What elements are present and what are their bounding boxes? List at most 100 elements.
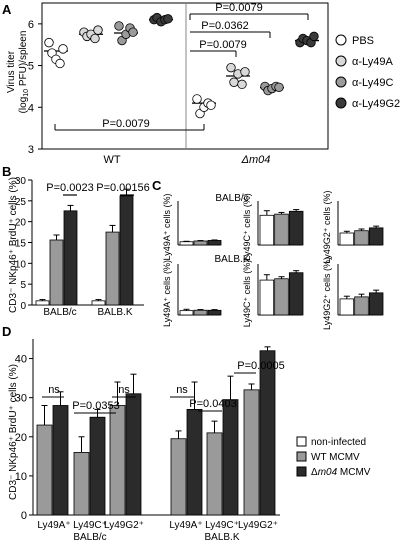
- c-bar: [368, 292, 384, 316]
- a-point: [237, 79, 247, 90]
- c-ylabel: Ly49C⁺ cells (%): [242, 193, 252, 260]
- b-cat-balbc: BALB/c: [43, 307, 76, 318]
- c-ylabel: Ly49A⁺ cells (%): [162, 260, 172, 327]
- c-bar: [288, 272, 304, 316]
- legend-ly49g2: α-Ly49G2: [352, 98, 400, 110]
- panel-a-ylabel: Virus titer: [6, 50, 17, 93]
- legend-swatch-ly49a: [335, 55, 347, 67]
- panel-b-bars: [35, 188, 134, 306]
- a-point: [114, 21, 124, 31]
- a-p-mid: P=0.0362: [201, 20, 248, 32]
- c-ylabel: Ly49A⁺ cells (%): [162, 194, 172, 261]
- a-p-low: P=0.0079: [199, 39, 246, 51]
- c-ylabel: Ly49G2⁺ cells (%): [322, 257, 332, 330]
- a-point: [58, 44, 68, 54]
- panel-b-ylabel: CD3⁻ NKp46⁺ BrdU⁺ cells (%): [8, 177, 19, 313]
- c-strain-balbc: BALB/c: [215, 193, 248, 204]
- d-bar: [222, 399, 239, 516]
- a-p-top: P=0.0079: [215, 2, 262, 14]
- a-point: [226, 62, 236, 73]
- d-ytick-label: 40: [15, 354, 27, 366]
- panel-d-bars: [36, 346, 276, 516]
- d-ns3: ns: [176, 384, 188, 396]
- panel-a-label: A: [2, 2, 12, 17]
- c-bar: [274, 278, 289, 316]
- b-ytick-label: 15: [15, 239, 27, 250]
- d-cat: Ly49A⁺: [169, 520, 202, 531]
- panel-d-axes: 0 10 20 30 40: [15, 339, 280, 522]
- panel-c-subplots: Ly49A⁺ cells (%) Ly49C⁺ cells (%) Ly49G2⁺ …: [162, 191, 384, 330]
- panel-d-legend: non-infected WT MCMV Δm04 MCMV: [296, 436, 371, 478]
- panel-d-categories: Ly49A⁺ Ly49C⁺ Ly49G2⁺ Ly49A⁺ Ly49C⁺ Ly49…: [37, 520, 278, 543]
- b-bar: [35, 300, 50, 306]
- a-point: [274, 82, 284, 92]
- c-bar: [339, 298, 355, 316]
- c-bar: [354, 296, 369, 316]
- a-point: [163, 14, 173, 24]
- a-point: [44, 37, 54, 48]
- d-ytick-label: 10: [15, 471, 27, 483]
- legend-ly49a: α-Ly49A: [352, 56, 393, 68]
- c-bar: [193, 240, 208, 246]
- b-ytick-label: 25: [15, 197, 27, 208]
- a-ytick-label: 3: [28, 144, 34, 156]
- c-ylabel: Ly49G2⁺ cells (%): [322, 191, 332, 264]
- legend-ly49c: α-Ly49C: [352, 77, 393, 89]
- d-bar: [206, 432, 223, 516]
- d-bar: [170, 438, 187, 516]
- d-cat: Ly49G2⁺: [104, 520, 144, 531]
- b-p2: P=0.00156: [96, 182, 150, 194]
- d-bar: [52, 405, 69, 516]
- panel-d-significance: ns P=0.0353 ns ns P=0.0403 P=0.0005: [42, 360, 285, 414]
- b-p1: P=0.0023: [46, 182, 93, 194]
- c-bar: [259, 279, 275, 316]
- d-p1: P=0.0353: [72, 400, 119, 412]
- legend-wt: WT MCMV: [311, 452, 360, 463]
- legend-swatch-pbs: [335, 34, 347, 46]
- d-ytick-label: 0: [21, 510, 27, 522]
- a-point: [128, 27, 138, 37]
- d-cat: Ly49C⁺: [73, 520, 107, 531]
- d-p3: P=0.0005: [237, 360, 284, 372]
- c-bar: [354, 230, 369, 246]
- a-point: [192, 94, 202, 104]
- d-cat: Ly49C⁺: [205, 520, 239, 531]
- d-bar: [73, 452, 90, 516]
- b-ytick-label: 0: [20, 301, 26, 312]
- b-bar: [91, 300, 106, 306]
- c-bar: [179, 310, 194, 316]
- panel-c-label: C: [152, 178, 162, 193]
- d-bar: [259, 350, 276, 516]
- b-ytick-label: 20: [15, 218, 27, 229]
- panel-a-legend: PBS α-Ly49A α-Ly49C α-Ly49G2: [335, 34, 400, 110]
- c-bar: [207, 309, 222, 316]
- b-ytick-label: 10: [15, 259, 27, 270]
- panel-a-points: [44, 12, 319, 119]
- a-point: [90, 33, 100, 44]
- a-p-bottom: P=0.0079: [102, 118, 149, 130]
- c-bar: [274, 213, 289, 246]
- a-ytick-label: 4: [28, 102, 34, 114]
- panel-b-label: B: [2, 164, 11, 179]
- d-cat: Ly49A⁺: [37, 520, 70, 531]
- a-group-dm04: Δm04: [241, 154, 271, 166]
- panel-d-label: D: [2, 324, 11, 339]
- panel-a-frame: [41, 2, 329, 150]
- c-bar: [179, 241, 194, 246]
- legend-dm04: Δm04 MCMV: [311, 467, 371, 478]
- c-bar: [259, 214, 275, 246]
- legend-swatch-ly49g2: [335, 97, 347, 109]
- legend-swatch-noninfected: [296, 436, 307, 447]
- b-bar: [63, 210, 78, 306]
- legend-swatch-dm04: [296, 466, 307, 477]
- legend-pbs: PBS: [352, 35, 374, 47]
- c-bar: [368, 227, 384, 246]
- b-bar: [49, 239, 64, 306]
- a-point: [309, 31, 319, 42]
- panel-a-ylabel-units: (log10 PFU)/spleen: [18, 31, 30, 114]
- d-bar: [186, 408, 203, 516]
- d-ns2: ns: [118, 384, 130, 396]
- d-cat: Ly49G2⁺: [238, 520, 278, 531]
- b-ytick-label: 5: [20, 280, 26, 291]
